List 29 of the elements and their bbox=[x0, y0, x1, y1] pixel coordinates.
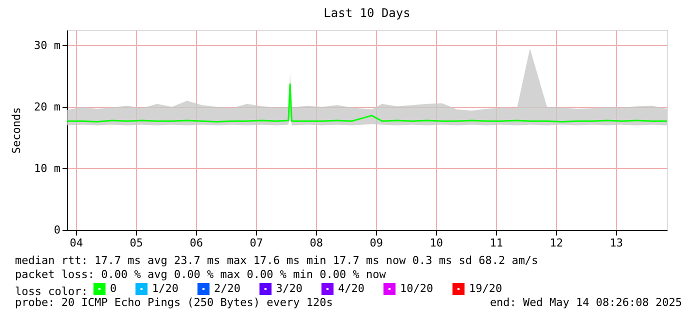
x-tick-label: 12 bbox=[550, 236, 564, 250]
y-axis-title: Seconds bbox=[10, 107, 24, 154]
x-tick-label: 07 bbox=[250, 236, 264, 250]
x-tick-label: 08 bbox=[310, 236, 324, 250]
text: packet loss: 0.00 % avg 0.00 % max 0.00 % min 0.00 % now bbox=[15, 268, 386, 281]
legend-label: 4/20 bbox=[338, 282, 364, 295]
y-tick-label: 10 m bbox=[34, 162, 61, 175]
line-series bbox=[66, 83, 668, 122]
legend-title: loss color: bbox=[15, 285, 88, 298]
text: probe: 20 ICMP Echo Pings (250 Bytes) every 120s bbox=[15, 296, 333, 309]
x-tick-label: 10 bbox=[430, 236, 444, 250]
legend-label: 0 bbox=[110, 282, 117, 295]
x-tick-label: 04 bbox=[70, 236, 84, 250]
x-tick-label: 09 bbox=[370, 236, 384, 250]
x-tick-label: 11 bbox=[490, 236, 504, 250]
legend-label: 3/20 bbox=[276, 282, 302, 295]
x-tick-label: 06 bbox=[190, 236, 204, 250]
text: median rtt: 17.7 ms avg 23.7 ms max 17.6 ms min 17.7 ms now 0.3 ms sd 68.2 am/s bbox=[15, 254, 538, 267]
legend-label: 2/20 bbox=[214, 282, 240, 295]
legend-label: 1/20 bbox=[152, 282, 178, 295]
x-tick-label: 05 bbox=[130, 236, 144, 250]
y-tick-label: 30 m bbox=[34, 38, 61, 52]
y-tick-label: 20 m bbox=[34, 100, 61, 114]
x-tick-label: 13 bbox=[610, 236, 624, 250]
legend-label: 19/20 bbox=[469, 282, 502, 295]
text: end: Wed May 14 08:26:08 2025 bbox=[490, 296, 682, 309]
y-tick-label: 0 bbox=[54, 224, 60, 236]
legend-label: 10/20 bbox=[400, 282, 434, 295]
chart-title: Last 10 Days bbox=[324, 6, 410, 20]
